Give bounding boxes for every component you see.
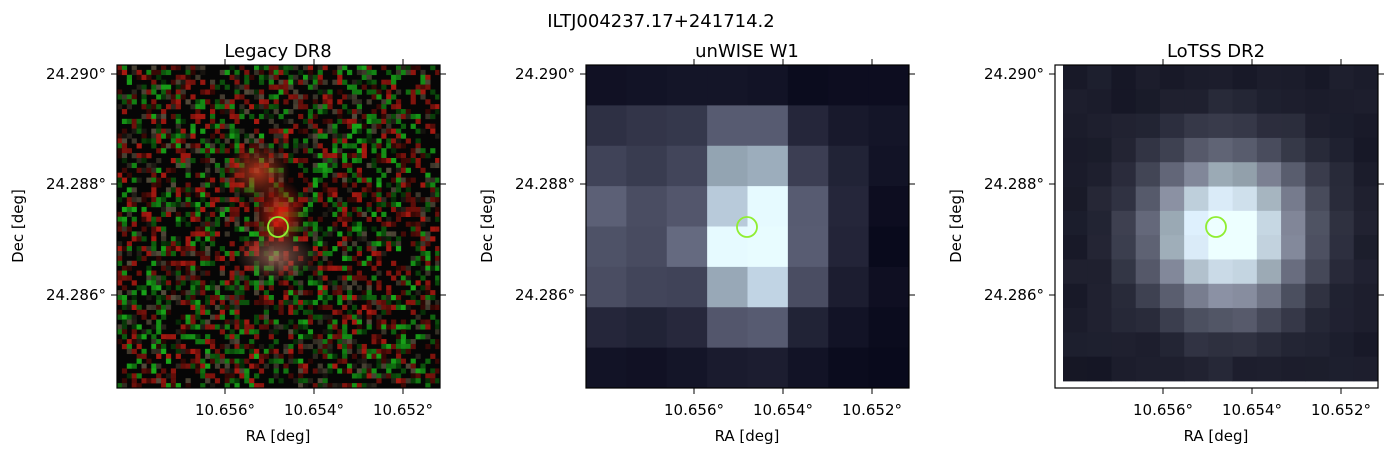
x-tick-label: 10.656° bbox=[1133, 401, 1193, 419]
y-tick-label: 24.288° bbox=[515, 175, 575, 193]
axes-frame bbox=[116, 64, 441, 389]
y-axis-label: Dec [deg] bbox=[478, 189, 496, 263]
y-tick-label: 24.288° bbox=[46, 175, 106, 193]
panel-unwise-w1: unWISE W1 24.290° 24.288° 24.286° 10.656… bbox=[478, 41, 915, 445]
axes-frame bbox=[585, 64, 910, 389]
unwise-image bbox=[586, 65, 910, 389]
source-marker bbox=[267, 216, 289, 238]
x-tick-label: 10.652° bbox=[373, 401, 433, 419]
axes-frame bbox=[1054, 64, 1379, 389]
x-tick-label: 10.654° bbox=[753, 401, 813, 419]
y-tick-label: 24.286° bbox=[984, 286, 1044, 304]
y-axis-label: Dec [deg] bbox=[947, 189, 965, 263]
y-tick-label: 24.290° bbox=[984, 65, 1044, 83]
x-axis-label: RA [deg] bbox=[715, 427, 780, 445]
source-marker bbox=[736, 216, 758, 238]
source-marker bbox=[1205, 216, 1227, 238]
y-tick-label: 24.286° bbox=[46, 286, 106, 304]
x-tick-label: 10.656° bbox=[195, 401, 255, 419]
panel-lotss-dr2: LoTSS DR2 24.290° 24.288° 24.286° 10.656… bbox=[947, 41, 1384, 445]
x-tick-label: 10.654° bbox=[284, 401, 344, 419]
panel-legacy-dr8: Legacy DR8 24.290° 24.288° 24.286° 10.65… bbox=[9, 41, 446, 445]
panel-title: Legacy DR8 bbox=[224, 41, 331, 62]
x-axis-label: RA [deg] bbox=[246, 427, 311, 445]
y-axis-label: Dec [deg] bbox=[9, 189, 27, 263]
x-tick-label: 10.656° bbox=[664, 401, 724, 419]
legacy-image bbox=[117, 65, 440, 388]
y-tick-label: 24.288° bbox=[984, 175, 1044, 193]
x-tick-label: 10.652° bbox=[842, 401, 902, 419]
x-tick-label: 10.654° bbox=[1222, 401, 1282, 419]
y-tick-label: 24.286° bbox=[515, 286, 575, 304]
x-tick-label: 10.652° bbox=[1311, 401, 1371, 419]
x-axis-label: RA [deg] bbox=[1184, 427, 1249, 445]
panel-title: unWISE W1 bbox=[695, 41, 799, 62]
lotss-image bbox=[1063, 65, 1379, 382]
y-tick-label: 24.290° bbox=[46, 65, 106, 83]
panel-title: LoTSS DR2 bbox=[1167, 41, 1265, 62]
y-tick-label: 24.290° bbox=[515, 65, 575, 83]
figure-title: ILTJ004237.17+241714.2 bbox=[547, 11, 774, 32]
